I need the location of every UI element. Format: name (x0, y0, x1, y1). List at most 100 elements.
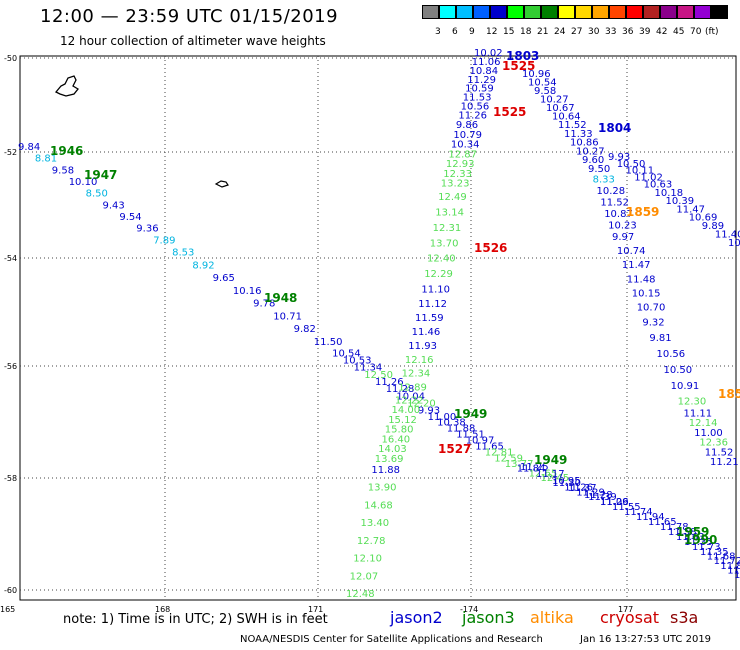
wave-height-value: 13.90 (368, 483, 397, 494)
wave-height-value: 11.26 (600, 497, 629, 508)
wave-height-value: 11.00 (428, 412, 457, 423)
wave-height-value: 10.02 (474, 48, 503, 59)
wave-height-value: 12.20 (407, 398, 436, 409)
wave-height-value: 11.33 (564, 129, 593, 140)
scale-label: 15 (503, 27, 515, 37)
wave-height-value: 10.11 (626, 166, 655, 177)
scale-swatch (558, 5, 575, 19)
wave-height-value: 11.48 (627, 274, 656, 285)
wave-height-value: 11.21 (710, 457, 739, 468)
axis-labels: 165 168 171 -174 177 -50 -52 -54 -56 -58 -60 (0, 54, 633, 614)
scale-swatch (609, 5, 626, 19)
wave-height-value: 8.33 (593, 175, 615, 186)
wave-height-value: 16.40 (382, 434, 411, 445)
wave-height-value: 10.39 (666, 196, 695, 207)
wave-height-value: 9.78 (253, 299, 275, 310)
wave-height-value: 10.38 (437, 418, 466, 429)
wave-height-value: 14.03 (378, 444, 407, 455)
wave-height-value: 11.52 (727, 565, 740, 576)
wave-height-value: 10.10 (69, 177, 98, 188)
wave-height-value: 10.27 (576, 146, 605, 157)
wave-height-value: 10.71 (273, 311, 302, 322)
scale-label: 3 (435, 27, 441, 37)
wave-height-value: 10.96 (522, 69, 551, 80)
wave-height-value: 11.17 (536, 469, 565, 480)
scale-label: 24 (554, 27, 566, 37)
scale-label: 36 (622, 27, 634, 37)
wave-height-value: 9.50 (588, 164, 610, 175)
wave-height-value: 11.65 (475, 442, 504, 453)
wave-height-value: 10.79 (453, 130, 482, 141)
wave-height-value: 10.63 (644, 180, 673, 191)
scale-label: 33 (605, 27, 617, 37)
scale-swatch (643, 5, 660, 19)
wave-height-value: 12.65 (529, 468, 558, 479)
wave-height-value: 11.65 (648, 517, 677, 528)
wave-height-value: 11.93 (408, 341, 437, 352)
wave-height-value: 9.58 (52, 165, 74, 176)
wave-height-value: 11.35 (700, 547, 729, 558)
wave-height-value: 10.86 (570, 138, 599, 149)
wave-height-value: 11.58 (668, 527, 697, 538)
scale-swatch (626, 5, 643, 19)
scale-swatch (490, 5, 507, 19)
wave-height-value: 12.78 (357, 536, 386, 547)
wave-height-value: 10.23 (608, 221, 637, 232)
longitude-label: 171 (308, 605, 323, 614)
wave-height-value: 10.70 (637, 303, 666, 314)
wave-height-value: 11.88 (447, 424, 476, 435)
wave-height-value: 12.50 (364, 370, 393, 381)
wave-height-value: 12.40 (427, 254, 456, 265)
wave-height-value: 12.45 (541, 473, 570, 484)
scale-label: 70 (690, 27, 702, 37)
wave-height-value: 10.91 (671, 381, 700, 392)
scale-swatch (677, 5, 694, 19)
wave-height-value: 12.87 (448, 149, 477, 160)
scale-label: 18 (520, 27, 532, 37)
wave-height-value: 15.12 (388, 415, 417, 426)
scale-swatch (660, 5, 677, 19)
time-label: 1525 (493, 105, 526, 119)
wave-height-value: 13.69 (375, 454, 404, 465)
wave-height-value: 11.78 (660, 522, 689, 533)
wave-height-value: 11.88 (371, 465, 400, 476)
wave-height-value: 9.32 (642, 317, 664, 328)
time-label: 1527 (438, 442, 471, 456)
wave-height-value: 8.53 (172, 248, 194, 259)
wave-height-value: 13.77 (505, 459, 534, 470)
time-label: 1526 (474, 241, 507, 255)
wave-height-value: 10.54 (528, 78, 557, 89)
wave-height-value: 12.10 (353, 554, 382, 565)
wave-height-value: 11.50 (314, 337, 343, 348)
wave-height-value: 11.39 (588, 492, 617, 503)
wave-height-value: 10.84 (470, 66, 499, 77)
wave-height-value: 11.84 (517, 464, 546, 475)
wave-height-value: 10.16 (233, 286, 262, 297)
wave-height-value: 11.29 (576, 488, 605, 499)
scale-label: 9 (469, 27, 475, 37)
wave-height-value: 10.56 (461, 102, 490, 113)
scale-swatch (456, 5, 473, 19)
wave-height-value: 12.33 (443, 169, 472, 180)
wave-height-value: 12.36 (699, 438, 728, 449)
time-label: 1804 (598, 121, 631, 135)
scale-label: 45 (673, 27, 685, 37)
island-shape (54, 75, 79, 97)
time-labels: 1946 1947 1948 1949 1949 1803 1525 1525 … (50, 49, 740, 547)
wave-height-value: 10.97 (466, 436, 495, 447)
units-note: note: 1) Time is in UTC; 2) SWH is in fe… (63, 612, 328, 627)
wave-height-value: 11.26 (375, 377, 404, 388)
island-shape (214, 180, 229, 188)
wave-height-value: 12.81 (485, 448, 514, 459)
wave-height-value: 9.54 (119, 212, 141, 223)
scale-label: 6 (452, 27, 458, 37)
scale-swatch (694, 5, 711, 19)
wave-height-value: 11.26 (458, 111, 487, 122)
wave-height-value: 11.10 (421, 284, 450, 295)
wave-height-value: 11.26 (564, 483, 593, 494)
time-label: 1947 (84, 168, 117, 182)
longitude-label: 168 (155, 605, 170, 614)
wave-height-value: 13.40 (361, 518, 390, 529)
wave-height-value: 10.28 (597, 186, 626, 197)
wave-height-value: 11.35 (684, 537, 713, 548)
